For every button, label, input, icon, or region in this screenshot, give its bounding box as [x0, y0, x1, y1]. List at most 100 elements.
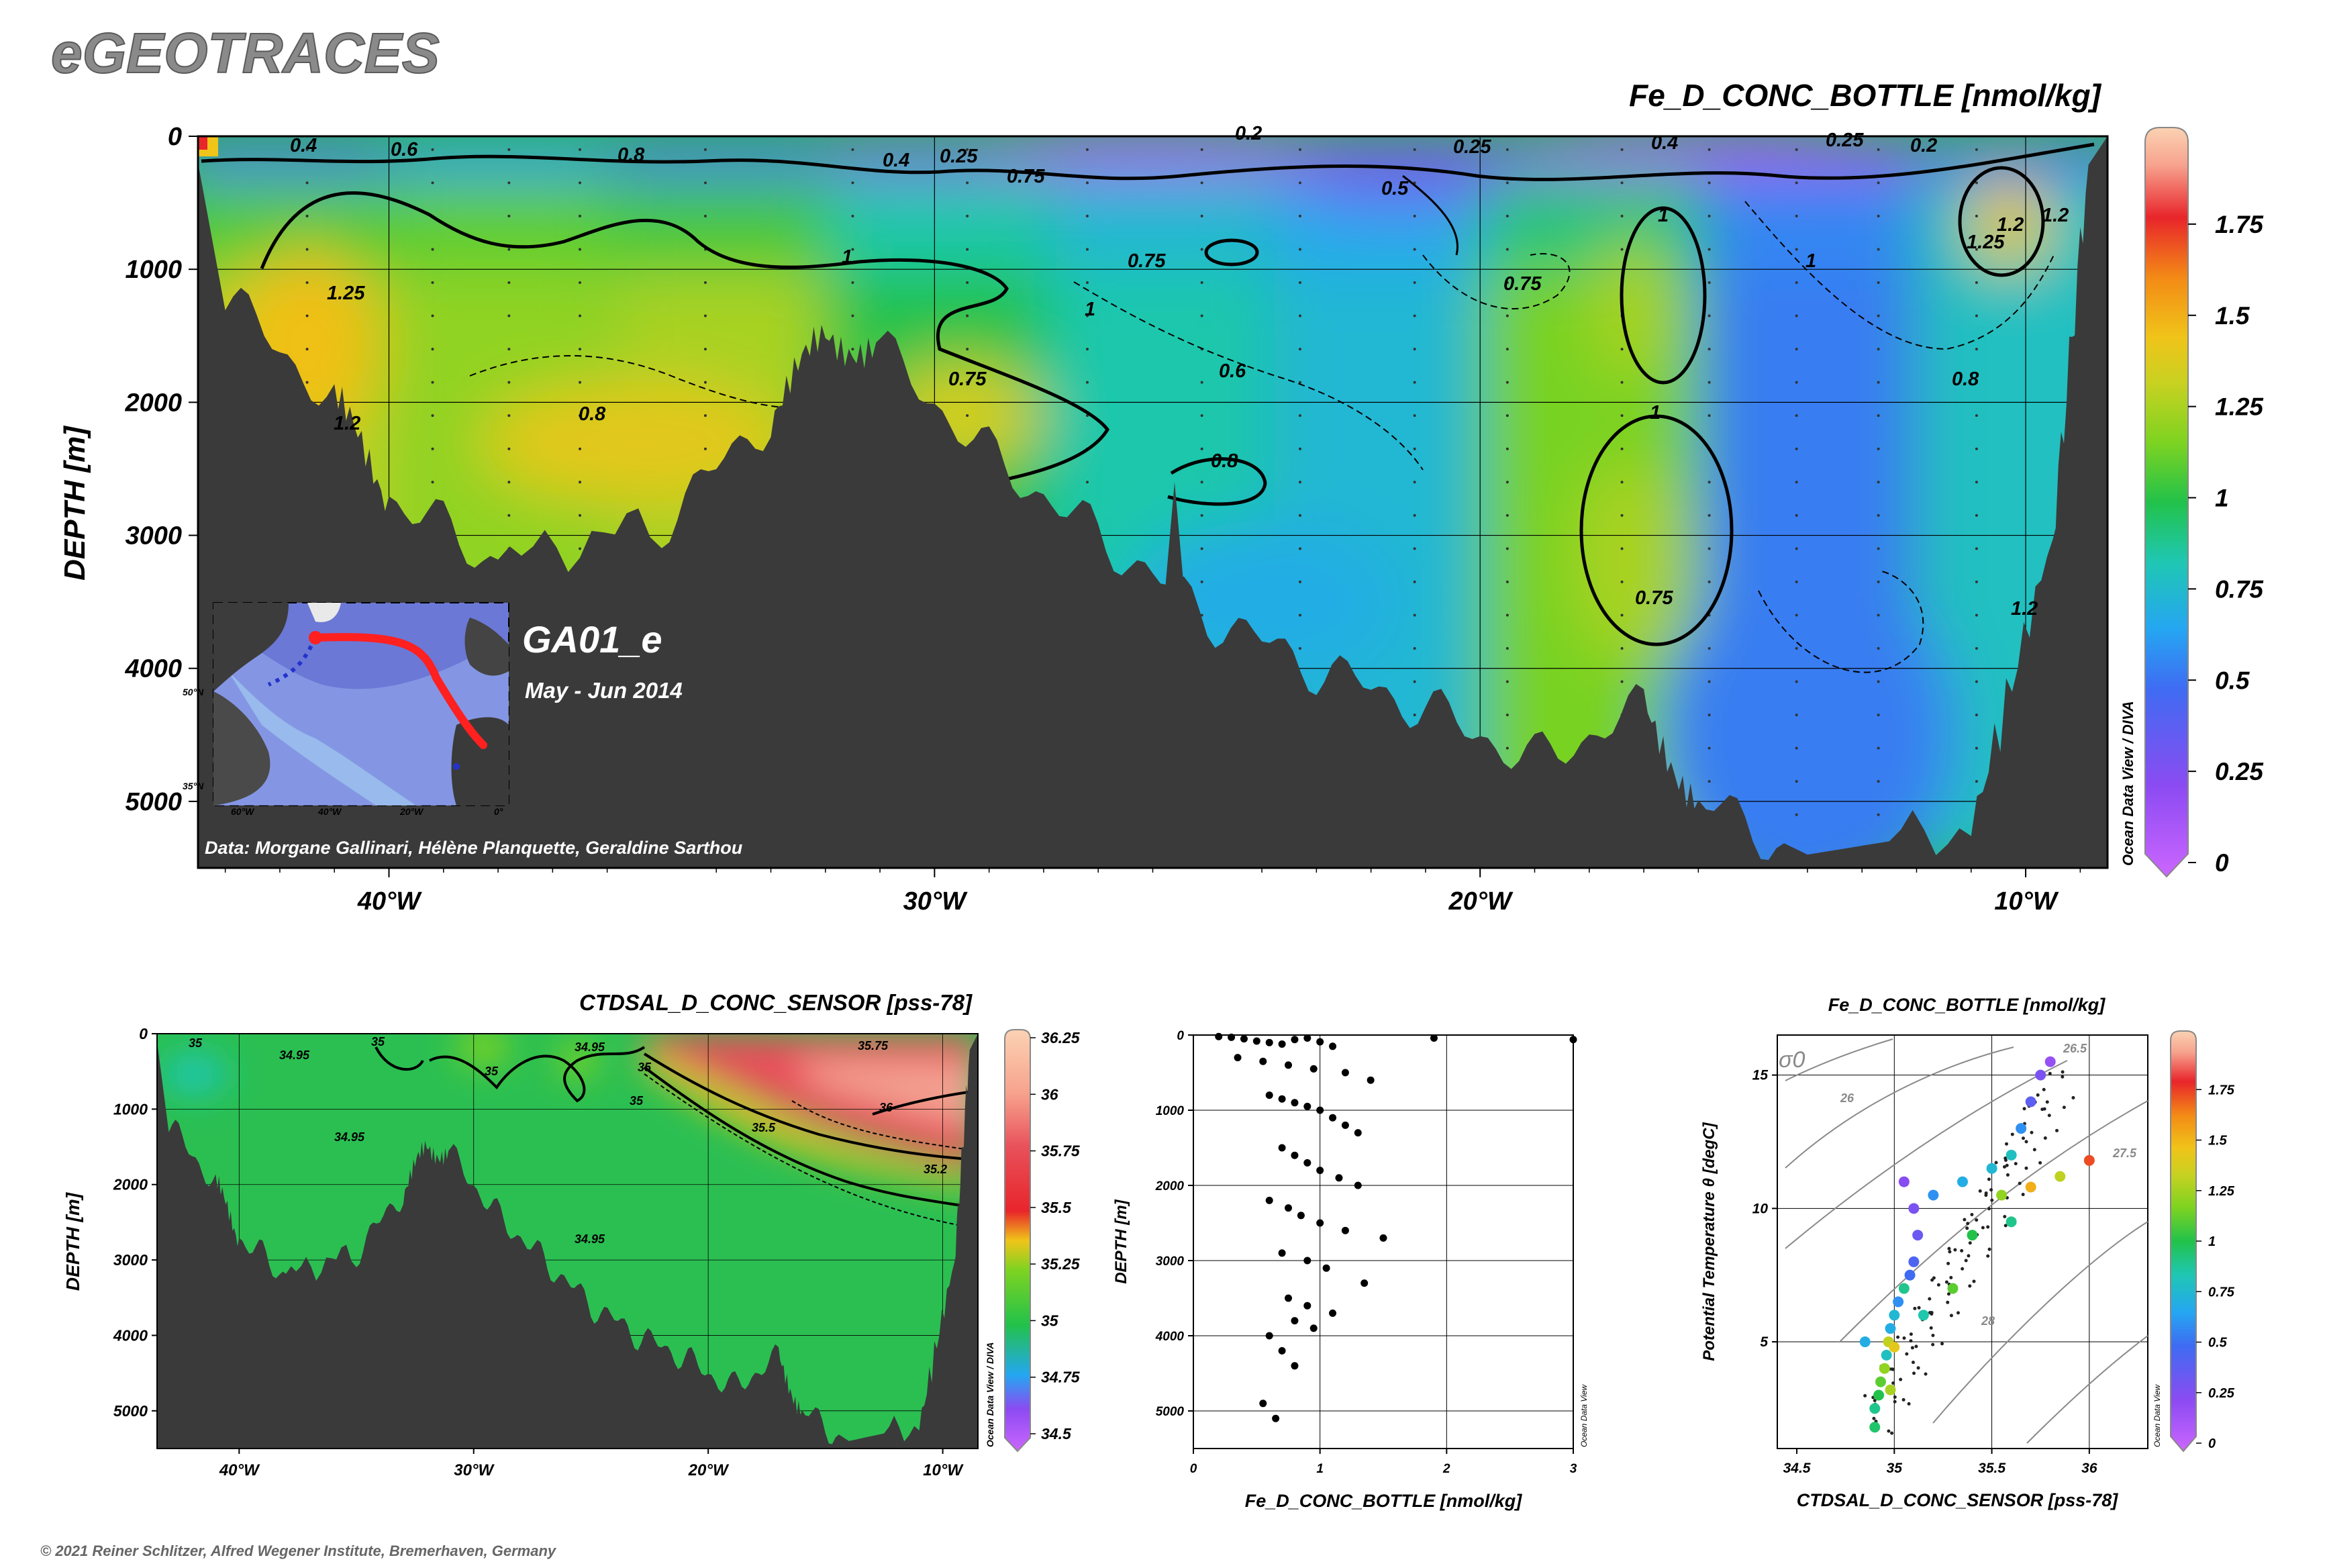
ts-bg-point [2047, 1114, 2051, 1118]
fe-sample-dot [851, 348, 854, 351]
sal-xtick-label: 10°W [923, 1461, 964, 1479]
ts-bg-point [2062, 1106, 2066, 1110]
ts-point [1967, 1230, 1978, 1241]
fe-sample-dot [1200, 414, 1203, 418]
fe-cbar-label: 1.75 [2215, 211, 2264, 238]
ts-bg-point [1907, 1402, 1911, 1406]
ts-point [2083, 1155, 2095, 1166]
fe-sample-dot [1877, 314, 1880, 317]
fe-ytick-label: 1000 [125, 256, 182, 284]
fe-sample-dot [1707, 647, 1711, 650]
profile-point [1303, 1302, 1311, 1310]
profile-point [1285, 1061, 1292, 1069]
ts-bg-point [2048, 1071, 2052, 1075]
fe-sample-dot [703, 148, 707, 151]
fe-sample-dot [1975, 248, 1978, 251]
ts-bg-point [2003, 1157, 2008, 1161]
fe-sample-dot [1795, 447, 1798, 450]
fe-sample-dot [703, 181, 707, 185]
fe-sample-dot [1085, 214, 1089, 217]
ts-xtick-label: 34.5 [1783, 1461, 1811, 1476]
fe-sample-dot [1298, 248, 1301, 251]
fe-yticks: 0 1000 2000 3000 4000 5000 [124, 123, 198, 816]
sal-colorbar: 34.5 34.75 35 35.25 35.5 35.75 36 36.25 [1004, 1029, 1081, 1453]
fe-sample-dot [1877, 214, 1880, 217]
fe-xtick-label: 40°W [357, 887, 422, 916]
ts-bg-point [1911, 1361, 1915, 1365]
profile-point [1291, 1317, 1299, 1325]
fe-sample-dot [579, 348, 581, 351]
ts-bg-point [2061, 1070, 2065, 1074]
sal-contour-label: 35 [189, 1036, 203, 1050]
fe-ytick-label: 3000 [125, 522, 182, 550]
ts-point [1885, 1323, 1896, 1334]
fe-sample-dot [1707, 780, 1711, 783]
fe-mid-cell [1046, 176, 1262, 270]
fe-contour-label: 1 [1805, 250, 1816, 272]
profile-point [1297, 1212, 1305, 1220]
fe-surface-cell [198, 136, 389, 177]
fe-sample-dot [1795, 481, 1798, 484]
fe-contour-label: 0.25 [1453, 136, 1491, 158]
ts-bg-point [1953, 1248, 1957, 1252]
ts-bg-point [1931, 1342, 1935, 1346]
fe-sample-dot [507, 281, 511, 284]
ts-bg-point [1987, 1207, 1991, 1211]
fe-sample-dot [1200, 381, 1203, 384]
ts-bg-point [1899, 1377, 1903, 1381]
profile-ytick-label: 0 [1177, 1029, 1184, 1043]
ts-bg-point [1887, 1429, 1891, 1433]
ts-bg-point [1928, 1297, 1932, 1301]
profile-xtick-label: 0 [1190, 1462, 1197, 1476]
fe-sample-dot [1975, 647, 1978, 650]
fe-sample-dot [851, 181, 854, 185]
fe-sample-dot [1200, 148, 1203, 151]
fe-sample-dot [1298, 181, 1301, 185]
fe-sample-dot [703, 348, 707, 351]
ts-bg-point [1975, 1218, 1979, 1222]
fe-bathymetry [198, 136, 2108, 868]
fe-sample-dot [1975, 214, 1978, 217]
profile-point [1322, 1264, 1330, 1272]
fe-sample-dot [579, 214, 581, 217]
profile-yticks: 0 1000 2000 3000 4000 5000 [1155, 1029, 1193, 1419]
sal-ytick-label: 0 [139, 1025, 148, 1042]
fe-sample-dot [507, 348, 511, 351]
ts-point [2016, 1123, 2027, 1134]
fe-sample-dot [1085, 181, 1089, 185]
fe-sample-dot [1620, 647, 1624, 650]
ts-point [2006, 1149, 2017, 1161]
ts-grid [1777, 1035, 2148, 1449]
ts-bg-point [1873, 1398, 1877, 1402]
sal-contour-label: 35.75 [858, 1039, 889, 1052]
fe-sample-dot [1795, 780, 1798, 783]
profile-point [1215, 1032, 1223, 1040]
fe-sample-dot [1085, 314, 1089, 317]
fe-contour-label: 0.75 [1128, 250, 1166, 272]
ts-xtick-label: 35.5 [1978, 1461, 2006, 1476]
fe-sample-dot [1505, 214, 1509, 217]
fe-sample-dot [1877, 780, 1880, 783]
fe-sample-dot [1505, 281, 1509, 284]
fe-sample-dot [1795, 181, 1798, 185]
fe-sample-dot [1877, 181, 1880, 185]
fe-sample-dot [1795, 813, 1798, 816]
fe-contour-label: 1 [842, 246, 852, 268]
fe-high-blob [1592, 235, 1673, 383]
fe-sample-dot [1877, 248, 1880, 251]
fe-sample-dot [1298, 214, 1301, 217]
sal-ytick-label: 1000 [113, 1100, 148, 1118]
fe-sample-dot [1795, 547, 1798, 550]
fe-sample-dot [1620, 614, 1624, 617]
ts-point [2035, 1069, 2046, 1081]
fe-sample-dot [1620, 181, 1624, 185]
fe-contour-label: 1 [1085, 299, 1095, 320]
sal-cbar-label: 35.25 [1041, 1255, 1081, 1273]
ts-bg-point [2003, 1215, 2007, 1219]
fe-sample-dot [1413, 248, 1416, 251]
ts-isopycnal-label: 27.5 [2112, 1146, 2137, 1160]
ts-bg-point [2010, 1132, 2014, 1136]
sal-contour-label: 35 [485, 1065, 499, 1078]
ts-point [1879, 1363, 1890, 1374]
fe-sample-dot [1200, 214, 1203, 217]
